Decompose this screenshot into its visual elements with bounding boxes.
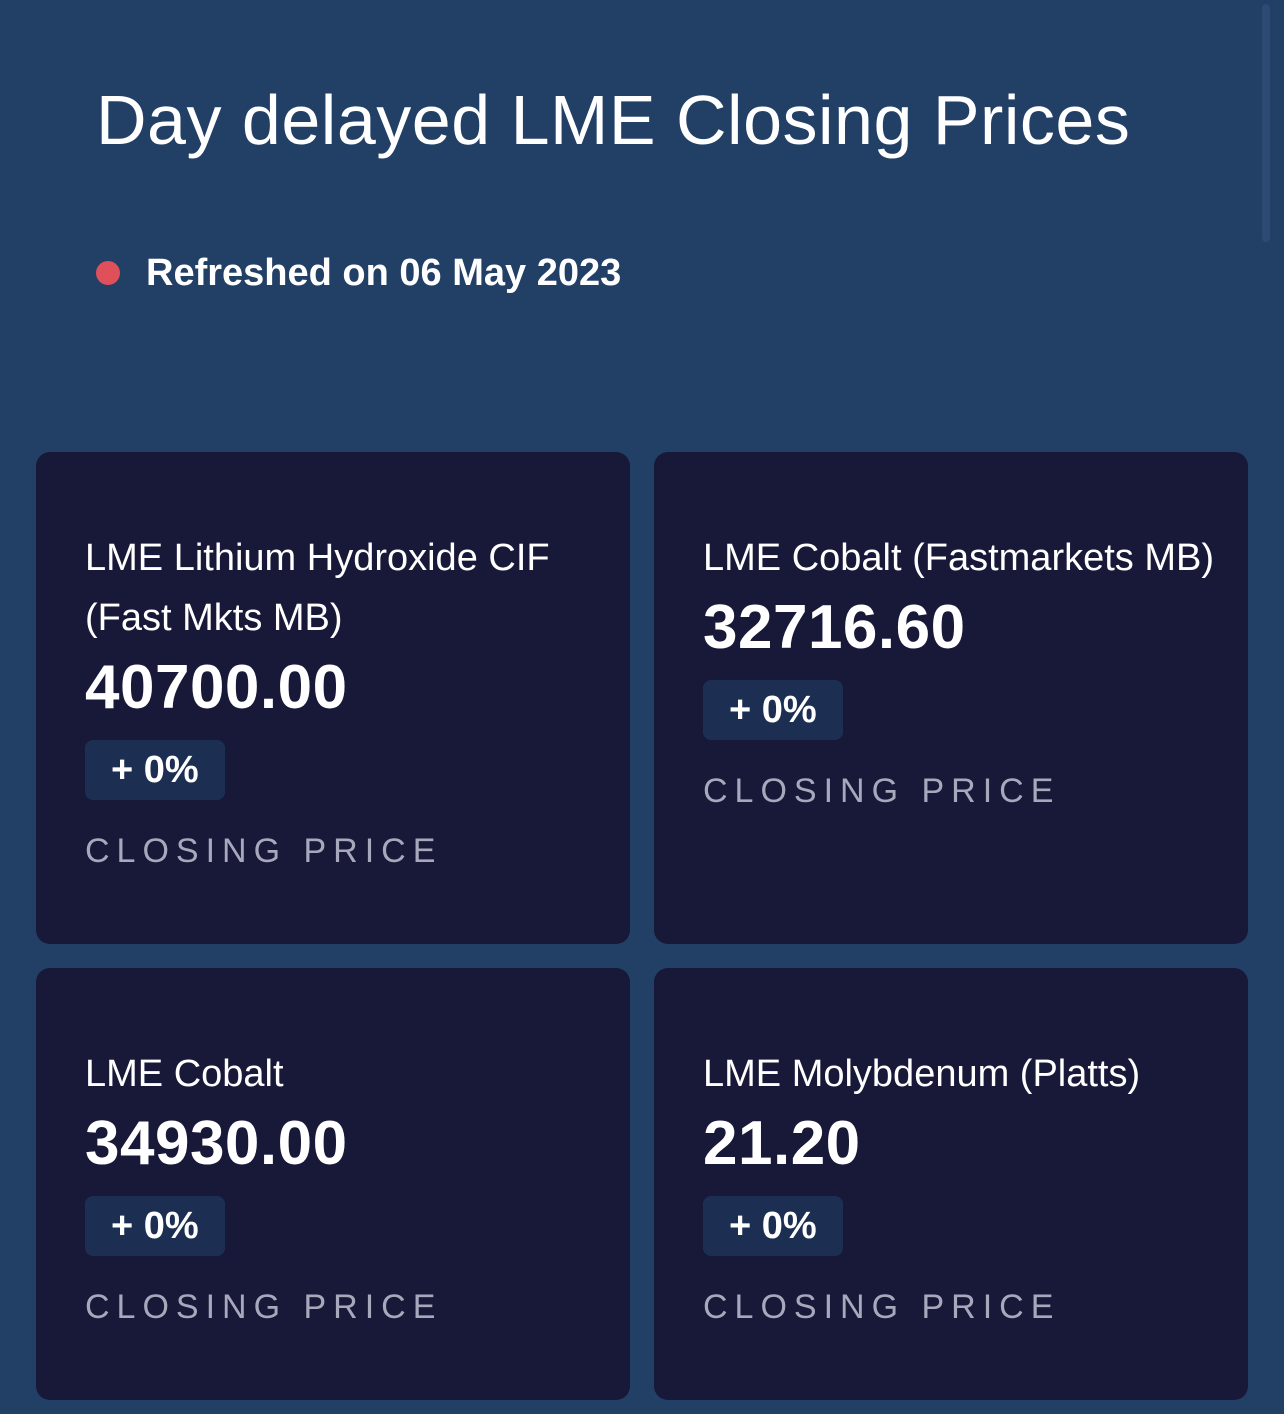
commodity-name: LME Cobalt (Fastmarkets MB) [703,537,1214,579]
closing-price-label: CLOSING PRICE [703,772,1061,810]
change-badge: + 0% [703,1196,843,1256]
status-dot-icon [96,261,120,285]
refresh-date: Refreshed on 06 May 2023 [146,251,622,294]
change-badge: + 0% [85,740,225,800]
change-badge: + 0% [85,1196,225,1256]
refresh-status: Refreshed on 06 May 2023 [96,250,621,296]
closing-price-label: CLOSING PRICE [85,1288,443,1326]
closing-price-value: 32716.60 [703,593,966,662]
closing-price-value: 21.20 [703,1109,861,1178]
commodity-name: LME Lithium Hydroxide CIF (Fast Mkts MB) [85,537,550,639]
price-card-cobalt[interactable]: LME Cobalt 34930.00 + 0% CLOSING PRICE [36,968,630,1400]
closing-price-label: CLOSING PRICE [703,1288,1061,1326]
closing-price-label: CLOSING PRICE [85,832,443,870]
price-card-cobalt-fastmarkets[interactable]: LME Cobalt (Fastmarkets MB) 32716.60 + 0… [654,452,1248,944]
price-card-molybdenum[interactable]: LME Molybdenum (Platts) 21.20 + 0% CLOSI… [654,968,1248,1400]
price-card-lithium-hydroxide[interactable]: LME Lithium Hydroxide CIF (Fast Mkts MB)… [36,452,630,944]
scrollbar[interactable] [1262,4,1270,242]
closing-price-value: 34930.00 [85,1109,348,1178]
commodity-name: LME Molybdenum (Platts) [703,1053,1141,1095]
commodity-name: LME Cobalt [85,1053,284,1095]
page-title: Day delayed LME Closing Prices [96,81,1131,159]
change-badge: + 0% [703,680,843,740]
closing-price-value: 40700.00 [85,653,348,722]
